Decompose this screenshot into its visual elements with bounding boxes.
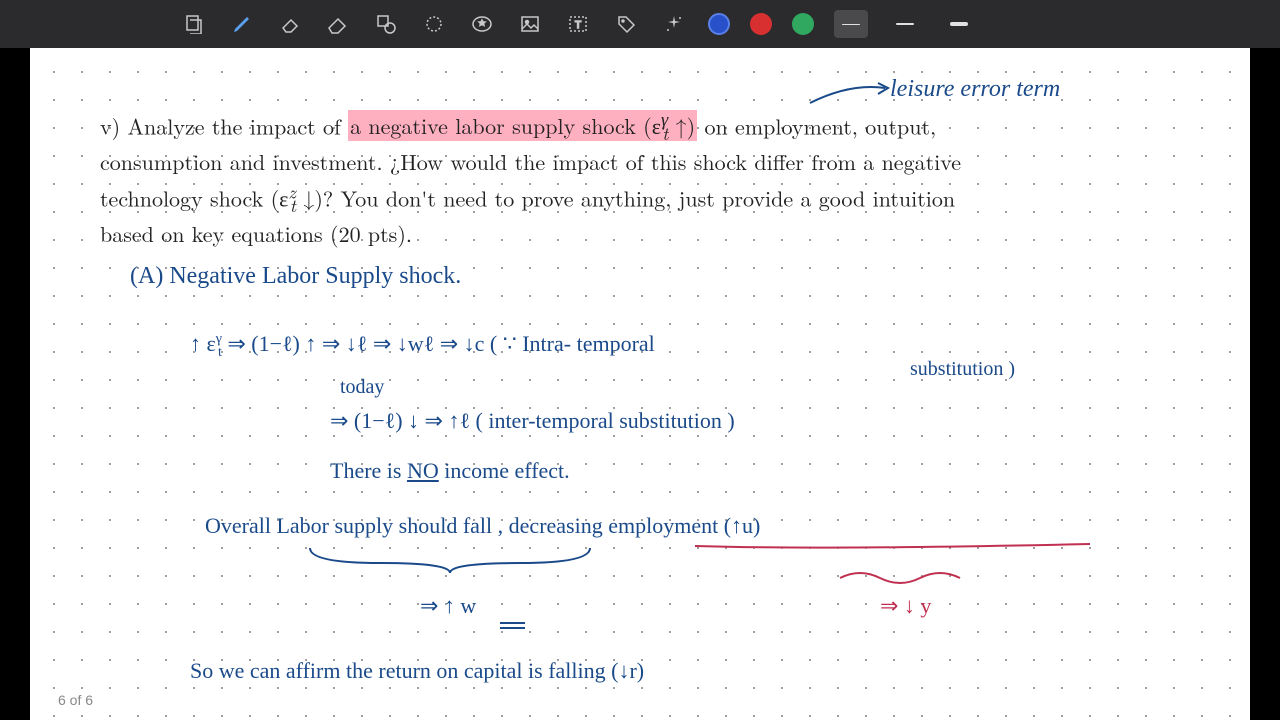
line2: ⇒ (1−ℓ) ↓ ⇒ ↑ℓ ( inter-temporal substitu… [330,408,735,434]
question-text: v) Analyze the impact of a negative labo… [100,106,1000,250]
eraser-large-icon[interactable] [324,10,352,38]
sparkle-icon[interactable] [660,10,688,38]
q-prefix: v) Analyze the impact of [100,110,348,141]
today-label: today [340,376,384,399]
line4: Overall Labor supply should fall , decre… [205,513,760,539]
favorite-icon[interactable] [468,10,496,38]
tag-tool-icon[interactable] [612,10,640,38]
color-blue[interactable] [708,13,730,35]
toolbar: T [0,0,1280,48]
color-green[interactable] [792,13,814,35]
page-container: v) Analyze the impact of a negative labo… [0,48,1280,720]
stroke-thick[interactable] [942,10,976,38]
pen-tool-icon[interactable] [228,10,256,38]
arrow-y: ⇒ ↓ y [880,593,931,619]
line1-tail2: substitution ) [910,358,1015,381]
text-tool-icon[interactable]: T [564,10,592,38]
image-tool-icon[interactable] [516,10,544,38]
color-red[interactable] [750,13,772,35]
page-icon[interactable] [180,10,208,38]
line5: So we can affirm the return on capital i… [190,658,644,684]
shape-tool-icon[interactable] [372,10,400,38]
svg-text:T: T [575,20,581,31]
leisure-label: leisure error term [890,76,1060,103]
stroke-med[interactable] [888,10,922,38]
heading-a: (A) Negative Labor Supply shock. [130,263,461,290]
stroke-thin[interactable] [834,10,868,38]
line1: ↑ εγt ⇒ (1−ℓ) ↑ ⇒ ↓ℓ ⇒ ↓wℓ ⇒ ↓c ( ∵ Intr… [190,331,655,361]
line3: There is NO income effect. [330,458,570,484]
document-page[interactable]: v) Analyze the impact of a negative labo… [30,48,1250,720]
page-indicator: 6 of 6 [58,692,93,708]
q-highlight: a negative labor supply shock (εγt ↑) [348,110,697,141]
eraser-small-icon[interactable] [276,10,304,38]
lasso-tool-icon[interactable] [420,10,448,38]
arrow-w: ⇒ ↑ w [420,593,476,619]
